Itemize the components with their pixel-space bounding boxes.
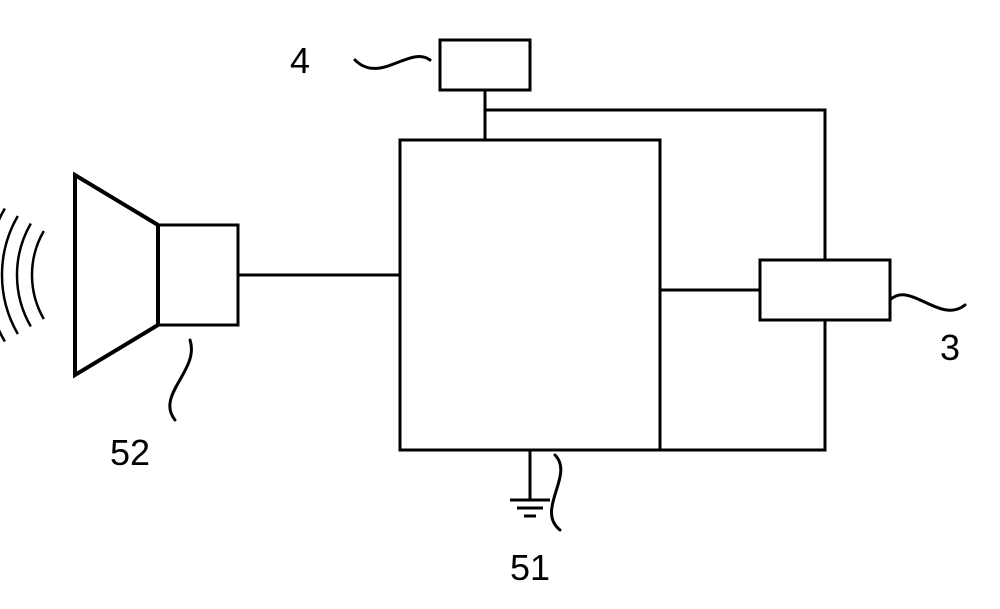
block-center	[400, 140, 660, 450]
block-right	[760, 260, 890, 320]
leader-squiggle	[890, 295, 965, 311]
sound-wave-arc	[32, 231, 44, 319]
speaker-box	[158, 225, 238, 325]
sound-wave-arc	[17, 224, 31, 327]
leader-squiggle	[355, 57, 430, 69]
ref-label-52: 52	[110, 432, 150, 473]
leader-squiggle	[170, 340, 192, 420]
ref-label-51: 51	[510, 547, 550, 588]
ref-label-4: 4	[290, 40, 310, 81]
ref-label-3: 3	[940, 327, 960, 368]
sound-wave-arc	[2, 216, 18, 334]
diagram-canvas: 3 4 51 52	[0, 0, 1000, 609]
leader-squiggle	[551, 455, 560, 530]
speaker-horn	[75, 175, 158, 375]
block-top	[440, 40, 530, 90]
